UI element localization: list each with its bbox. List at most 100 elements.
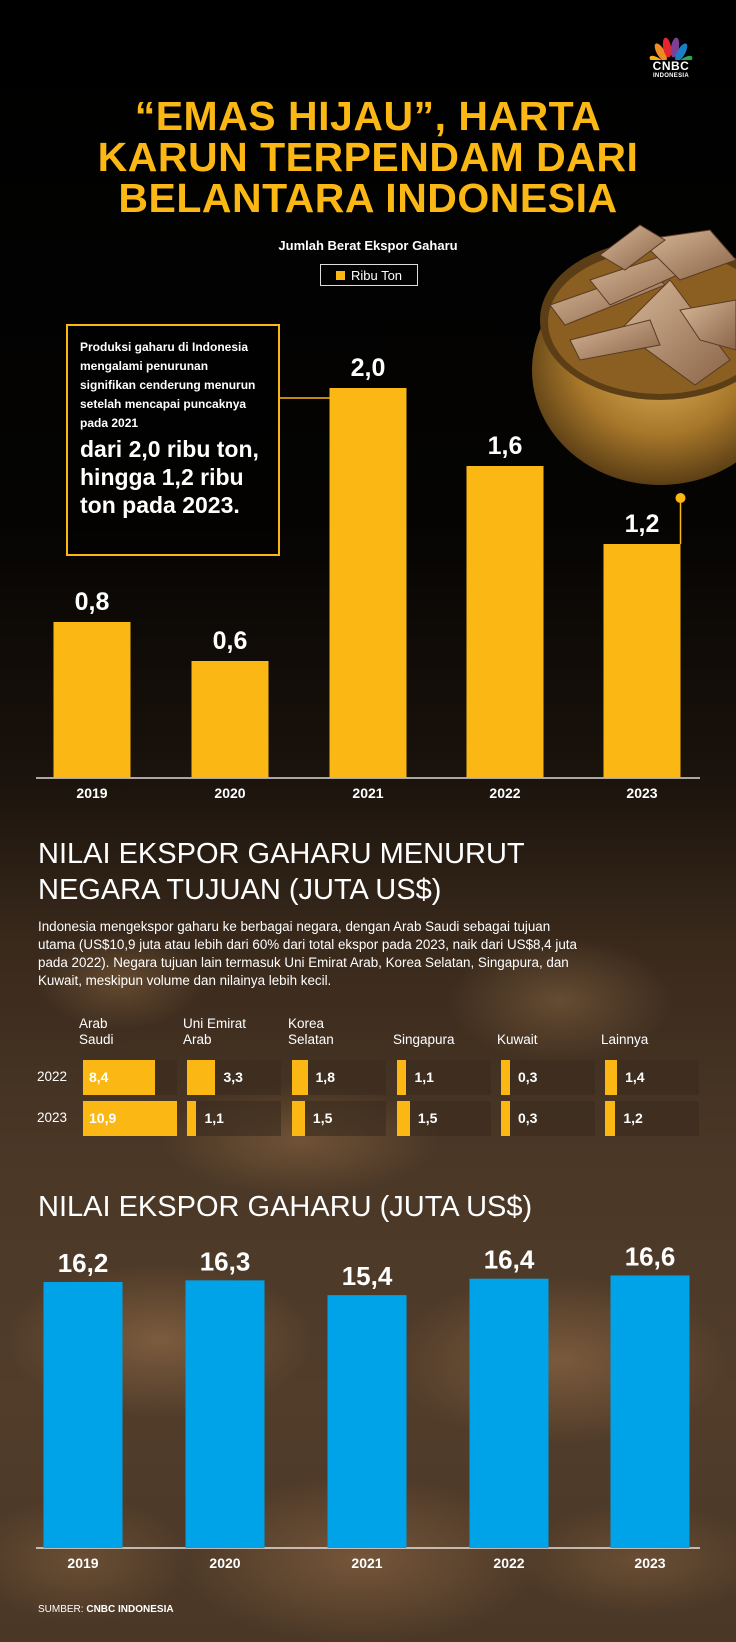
- chart3-bar: [610, 1275, 690, 1548]
- destination-bar: [187, 1060, 216, 1095]
- destination-bar: [501, 1060, 510, 1095]
- destination-bar: [187, 1101, 197, 1136]
- destination-header-line1: [601, 1016, 697, 1032]
- chart1-data-label: 1,2: [625, 510, 660, 538]
- destination-value: 1,8: [315, 1069, 335, 1085]
- destination-header-line1: Korea: [288, 1016, 325, 1031]
- destination-header-line1: [497, 1016, 593, 1032]
- destination-cell: 1,1: [187, 1101, 281, 1136]
- chart1-legend: Ribu Ton: [320, 264, 418, 286]
- destination-cell: 1,1: [397, 1060, 491, 1095]
- destination-value: 1,2: [623, 1110, 643, 1126]
- title-line-2: KARUN TERPENDAM DARI: [97, 134, 639, 180]
- destination-bar: [501, 1101, 510, 1136]
- page-title: “EMAS HIJAU”, HARTA KARUN TERPENDAM DARI…: [20, 96, 716, 219]
- destination-header: Kuwait: [497, 1016, 593, 1048]
- destination-header-line2: Arab: [183, 1032, 212, 1047]
- cnbc-logo: CNBC INDONESIA: [643, 34, 699, 88]
- destination-header-line2: Singapura: [393, 1032, 455, 1047]
- destination-header-line2: Selatan: [288, 1032, 334, 1047]
- destination-value: 1,5: [417, 1110, 438, 1126]
- destination-cell: 1,8: [292, 1060, 386, 1095]
- chart3-data-label: 16,4: [484, 1245, 535, 1275]
- legend-swatch: [335, 270, 345, 280]
- destination-cell: 10,9: [83, 1101, 177, 1136]
- note-big-text: dari 2,0 ribu ton, hingga 1,2 ribu ton p…: [80, 436, 259, 518]
- chart3-data-label: 16,3: [200, 1246, 251, 1276]
- title-line-3: BELANTARA INDONESIA: [118, 175, 618, 221]
- chart3-tick-label: 2023: [634, 1555, 665, 1571]
- chart1-title: Jumlah Berat Ekspor Gaharu: [278, 238, 458, 253]
- destination-value: 1,5: [312, 1110, 333, 1126]
- chart3-bar: [469, 1278, 549, 1548]
- brand-name: CNBC: [652, 59, 690, 73]
- chart3-data-label: 16,6: [625, 1241, 676, 1271]
- chart3-bar: [327, 1295, 407, 1548]
- destination-cell: 1,5: [292, 1101, 386, 1136]
- destination-header-line2: Saudi: [79, 1032, 114, 1047]
- brand-sub: INDONESIA: [652, 73, 690, 79]
- destination-value: 8,4: [89, 1069, 109, 1085]
- destination-cell: 1,4: [605, 1060, 699, 1095]
- source-name: CNBC INDONESIA: [86, 1604, 174, 1615]
- destination-bar: [83, 1101, 177, 1136]
- destination-bar: [292, 1060, 308, 1095]
- destination-cell: 3,3: [187, 1060, 281, 1095]
- destination-header: Korea Selatan: [288, 1016, 384, 1048]
- source-label: SUMBER:: [38, 1604, 84, 1615]
- section2-title: NILAI EKSPOR GAHARU MENURUT NEGARA TUJUA…: [38, 836, 698, 908]
- agarwood-bowl-image: [532, 224, 736, 485]
- destination-bar: [605, 1060, 618, 1095]
- destination-value: 1,4: [625, 1069, 645, 1085]
- chart1-data-label: 0,8: [75, 588, 110, 616]
- destination-header: Singapura: [393, 1016, 489, 1048]
- destination-header-line1: Arab: [79, 1016, 108, 1031]
- destination-cell: 8,4: [83, 1060, 177, 1095]
- destination-header-line2: Kuwait: [497, 1032, 538, 1047]
- destination-value: 3,3: [223, 1069, 243, 1085]
- destination-bar: [292, 1101, 305, 1136]
- destination-value: 10,9: [89, 1110, 117, 1126]
- chart1-bar: [53, 622, 131, 778]
- chart1-bar: [329, 388, 407, 778]
- section2-title-line1: NILAI EKSPOR GAHARU MENURUT: [38, 838, 525, 870]
- destination-value: 1,1: [204, 1110, 224, 1126]
- destination-header-line1: [393, 1016, 489, 1032]
- year-label: 2022: [37, 1069, 68, 1084]
- chart1-tick-label: 2021: [352, 785, 383, 801]
- chart3-data-label: 16,2: [58, 1248, 109, 1278]
- chart3-data-label: 15,4: [342, 1261, 393, 1291]
- destination-bar: [397, 1060, 407, 1095]
- chart3-tick-label: 2022: [493, 1555, 524, 1571]
- callout-note: Produksi gaharu di Indonesia mengalami p…: [66, 324, 280, 556]
- section2-description: Indonesia mengekspor gaharu ke berbagai …: [38, 919, 577, 988]
- chart1-tick-label: 2023: [626, 785, 657, 801]
- destination-bar: [83, 1060, 156, 1095]
- destination-cell: 1,2: [605, 1101, 699, 1136]
- destination-bar: [397, 1101, 410, 1136]
- destination-value: 0,3: [518, 1110, 538, 1126]
- chart1-data-label: 1,6: [488, 432, 523, 460]
- chart3-tick-label: 2020: [209, 1555, 240, 1571]
- destination-value: 0,3: [518, 1069, 538, 1085]
- section3-title: NILAI EKSPOR GAHARU (JUTA US$): [38, 1191, 533, 1223]
- destination-header-line2: Lainnya: [601, 1032, 649, 1047]
- chart1-bar: [466, 466, 544, 778]
- chart3-bar: [43, 1282, 123, 1548]
- chart1-bar: [603, 544, 681, 778]
- source-credit: SUMBER: CNBC INDONESIA: [38, 1604, 174, 1615]
- peacock-icon: [649, 37, 693, 60]
- chart3-tick-label: 2019: [67, 1555, 98, 1571]
- chart1-data-label: 0,6: [213, 627, 248, 655]
- destination-header: Lainnya: [601, 1016, 697, 1048]
- title-line-1: “EMAS HIJAU”, HARTA: [134, 93, 602, 139]
- chart1-data-label: 2,0: [351, 354, 386, 382]
- destination-header: Uni Emirat Arab: [183, 1016, 279, 1048]
- chart1-tick-label: 2019: [76, 785, 107, 801]
- legend-label: Ribu Ton: [350, 267, 403, 283]
- destination-cell: 0,3: [501, 1101, 595, 1136]
- chart3-bar: [185, 1280, 265, 1548]
- destination-header-line1: Uni Emirat: [183, 1016, 247, 1031]
- chart1-tick-label: 2022: [489, 785, 520, 801]
